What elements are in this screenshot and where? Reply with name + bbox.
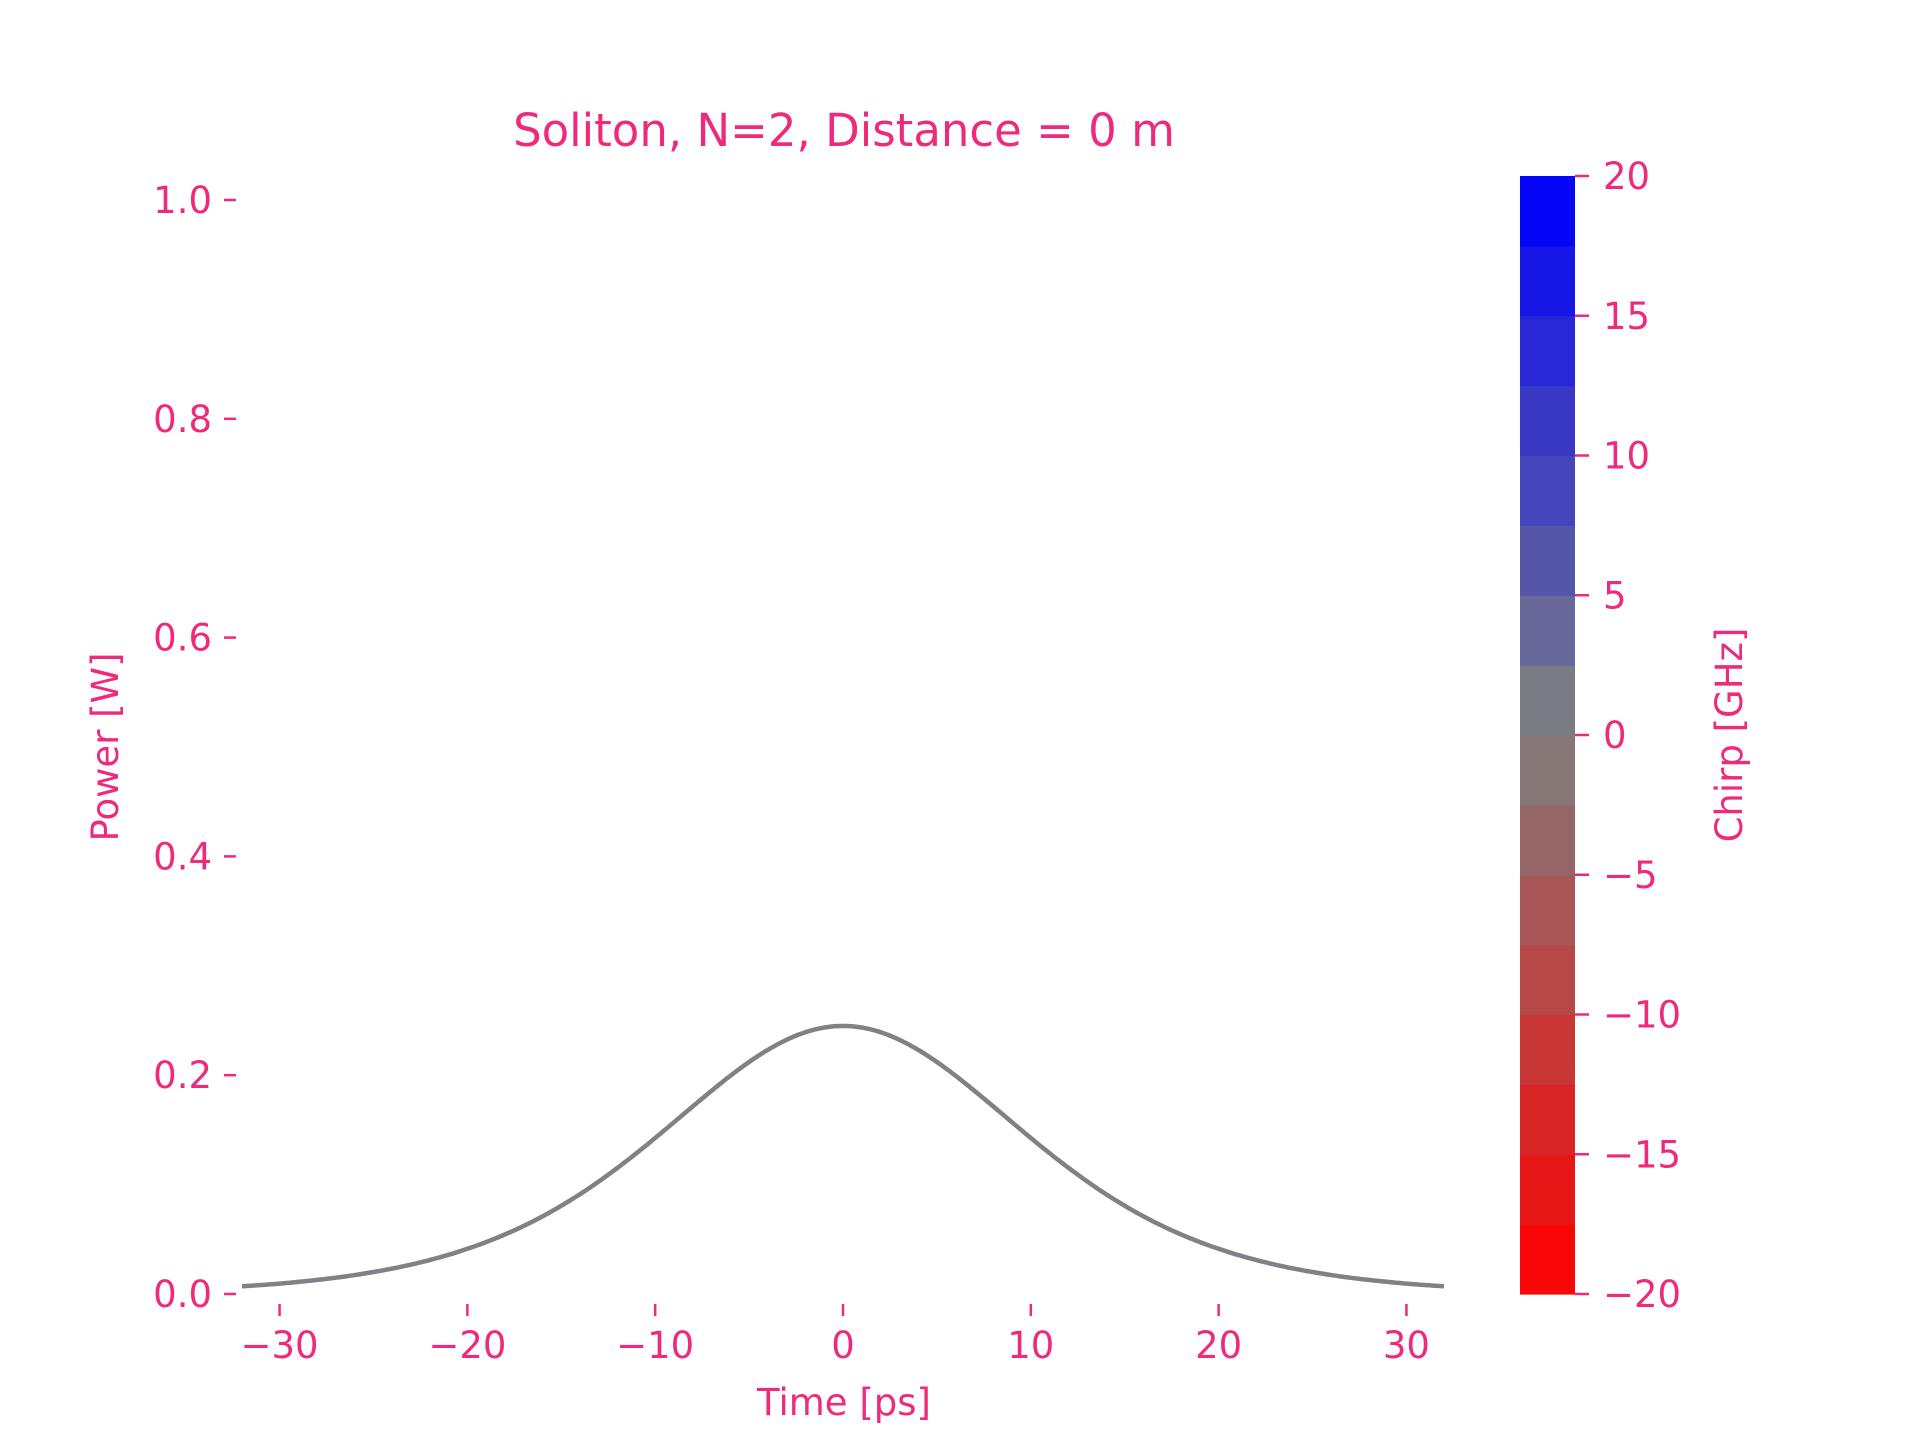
colorbar-tick-label: −5 <box>1603 854 1658 897</box>
colorbar-tick-label: 10 <box>1603 435 1650 478</box>
y-axis-label: Power [W] <box>84 652 127 841</box>
colorbar-tick-label: 20 <box>1603 155 1650 198</box>
x-tick-label: −20 <box>428 1324 506 1367</box>
colorbar-band <box>1520 385 1575 457</box>
x-tick-label: −10 <box>616 1324 694 1367</box>
colorbar-band <box>1520 665 1575 736</box>
colorbar-band <box>1520 944 1575 1016</box>
y-tick-label: 0.8 <box>153 398 212 441</box>
colorbar-band <box>1520 315 1575 387</box>
colorbar-tick-label: −20 <box>1603 1273 1681 1316</box>
colorbar-band <box>1520 1224 1575 1295</box>
colorbar-band <box>1520 1154 1575 1225</box>
colorbar-band <box>1520 245 1575 317</box>
x-tick-label: −30 <box>241 1324 319 1367</box>
colorbar-band <box>1520 176 1575 247</box>
colorbar-label: Chirp [GHz] <box>1708 628 1751 843</box>
colorbar-band <box>1520 804 1575 876</box>
x-tick-label: 0 <box>831 1324 855 1367</box>
colorbar-tick-label: −15 <box>1603 1133 1681 1176</box>
y-tick-label: 0.2 <box>153 1054 212 1097</box>
colorbar-band <box>1520 595 1575 666</box>
y-tick-label: 1.0 <box>153 179 212 222</box>
colorbar-band <box>1520 525 1575 596</box>
power-curve <box>241 1023 1445 1289</box>
colorbar-tick-label: 5 <box>1603 574 1627 617</box>
colorbar-band <box>1520 735 1575 806</box>
x-tick-label: 30 <box>1383 1324 1430 1367</box>
x-axis-label: Time [ps] <box>756 1381 931 1424</box>
colorbar-tick-label: 15 <box>1603 295 1650 338</box>
colorbar-band <box>1520 874 1575 946</box>
chart-title: Soliton, N=2, Distance = 0 m <box>513 104 1175 157</box>
x-tick-label: 20 <box>1195 1324 1242 1367</box>
y-tick-label: 0.4 <box>153 835 212 878</box>
colorbar-tick-label: −10 <box>1603 994 1681 1037</box>
colorbar-band <box>1520 1014 1575 1085</box>
colorbar-band <box>1520 455 1575 526</box>
x-tick-label: 10 <box>1007 1324 1054 1367</box>
colorbar-tick-label: 0 <box>1603 714 1627 757</box>
y-tick-label: 0.6 <box>153 617 212 660</box>
colorbar-band <box>1520 1084 1575 1155</box>
y-tick-label: 0.0 <box>153 1273 212 1316</box>
